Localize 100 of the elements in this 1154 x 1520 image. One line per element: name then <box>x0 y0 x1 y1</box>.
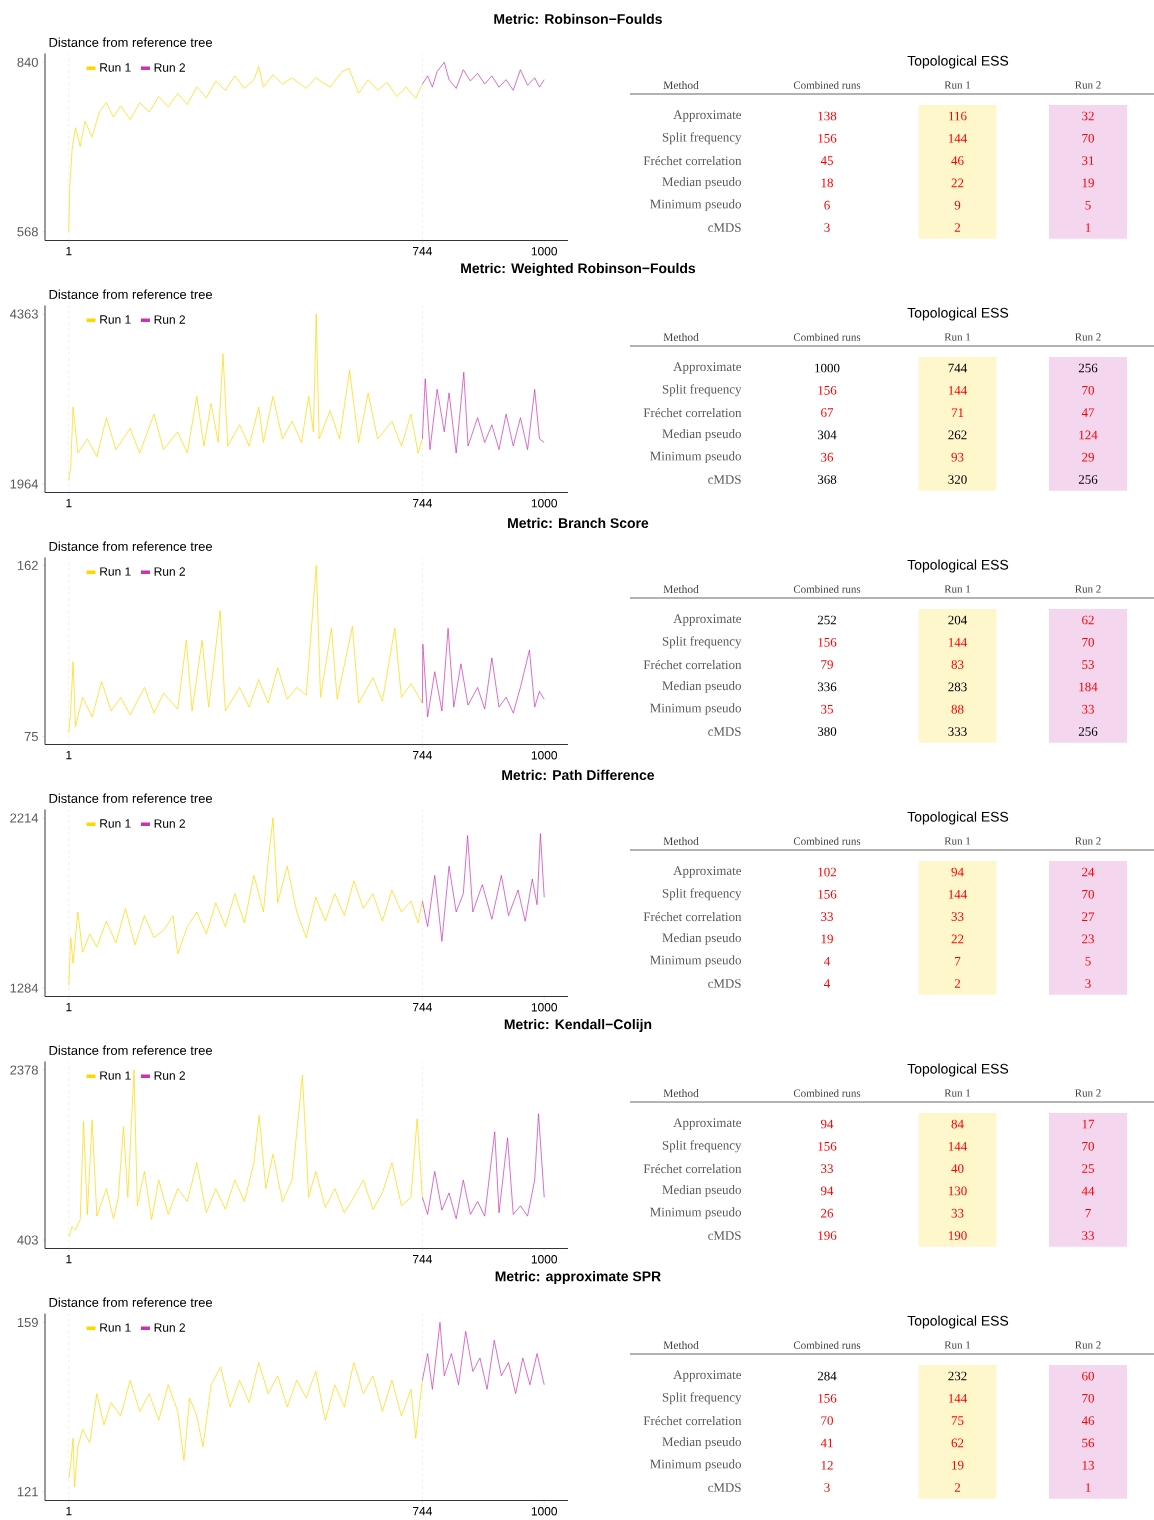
data-label: 29 <box>1082 452 1094 462</box>
data-label: 138 <box>818 111 837 121</box>
y-axis-title: Distance from reference tree <box>49 1297 213 1307</box>
category-label: Fréchet correlation <box>643 1416 742 1426</box>
data-label: 31 <box>1082 156 1094 165</box>
category-label: Minimum pseudo <box>650 451 741 464</box>
x-tick-label: 744 <box>413 1507 432 1516</box>
legend-label: Run 2 <box>154 1323 185 1332</box>
data-label: 5 <box>1085 956 1091 966</box>
data-label: 83 <box>951 660 964 669</box>
x-tick-label: 1 <box>66 247 72 256</box>
legend-label: Run 1 <box>100 819 131 828</box>
data-label: 70 <box>1082 1393 1094 1403</box>
text: Run 2 <box>1075 585 1101 593</box>
y-tick-label: 840 <box>17 57 38 67</box>
data-label: 252 <box>817 615 837 625</box>
data-label: 1000 <box>815 363 840 373</box>
data-label: 262 <box>948 430 967 440</box>
category-label: Minimum pseudo <box>650 1459 741 1472</box>
category-label: Median pseudo <box>662 1185 741 1197</box>
x-tick-label: 1 <box>66 751 72 760</box>
chart-title: Metric: Weighted Robinson−Foulds <box>461 262 696 276</box>
line-series <box>422 628 545 718</box>
y-tick-label: 4363 <box>9 309 38 319</box>
data-label: 156 <box>818 133 837 143</box>
data-label: 9 <box>954 200 961 210</box>
category-label: Split frequency <box>662 132 742 145</box>
category-label: Median pseudo <box>662 681 741 693</box>
data-label: 320 <box>948 475 967 484</box>
data-label: 333 <box>948 727 967 736</box>
y-axis-title: Distance from reference tree <box>49 37 213 47</box>
data-label: 196 <box>818 1231 837 1240</box>
data-label: 744 <box>948 363 968 373</box>
data-label: 284 <box>817 1371 837 1381</box>
x-tick-label: 1000 <box>531 1255 558 1264</box>
text: Method <box>663 1340 699 1350</box>
text: Topological ESS <box>907 559 1009 573</box>
category-label: cMDS <box>708 1231 741 1240</box>
x-tick-label: 1000 <box>531 751 558 760</box>
data-label: 36 <box>821 452 834 462</box>
data-label: 368 <box>817 475 837 484</box>
category-label: Fréchet correlation <box>643 156 742 166</box>
category-label: Fréchet correlation <box>643 1164 742 1174</box>
legend-label: Run 2 <box>154 819 185 828</box>
category-label: Median pseudo <box>662 429 741 441</box>
data-label: 19 <box>952 1460 964 1470</box>
category-label: cMDS <box>708 727 741 736</box>
category-label: Median pseudo <box>662 177 741 189</box>
data-label: 190 <box>948 1231 967 1240</box>
y-tick-label: 75 <box>24 732 38 742</box>
y-axis-title: Distance from reference tree <box>49 541 213 551</box>
data-label: 124 <box>1079 430 1098 440</box>
y-axis-title: Distance from reference tree <box>49 289 213 299</box>
text: Run 1 <box>944 1089 971 1097</box>
x-tick-label: 744 <box>413 499 432 508</box>
line-series <box>68 817 423 986</box>
text: Combined runs <box>793 1089 861 1097</box>
data-label: 304 <box>817 430 837 440</box>
category-label: Fréchet correlation <box>643 408 742 418</box>
data-label: 3 <box>824 1483 830 1492</box>
data-label: 45 <box>820 156 833 165</box>
data-label: 25 <box>1082 1164 1094 1173</box>
data-label: 33 <box>821 1164 833 1173</box>
data-label: 24 <box>1082 867 1095 877</box>
data-label: 184 <box>1079 682 1098 692</box>
data-label: 1 <box>1085 223 1091 232</box>
legend-label: Run 2 <box>154 63 185 72</box>
data-label: 53 <box>1082 660 1094 669</box>
data-label: 144 <box>948 1394 968 1403</box>
text: Run 2 <box>1075 1341 1101 1349</box>
x-tick-label: 744 <box>413 751 432 760</box>
x-tick-label: 1000 <box>531 499 558 508</box>
line-series <box>422 371 545 454</box>
text: Combined runs <box>793 837 861 845</box>
data-label: 19 <box>1082 178 1094 188</box>
text: Topological ESS <box>907 1063 1009 1077</box>
data-label: 3 <box>824 223 830 232</box>
category-label: Minimum pseudo <box>650 1207 741 1220</box>
text: Method <box>663 80 699 90</box>
data-label: 46 <box>951 156 964 165</box>
text: Topological ESS <box>907 811 1009 825</box>
category-label: Minimum pseudo <box>650 199 741 212</box>
data-label: 70 <box>1082 1141 1094 1151</box>
data-label: 27 <box>1082 912 1095 921</box>
data-label: 144 <box>948 134 968 143</box>
data-label: 22 <box>951 934 964 944</box>
data-label: 156 <box>818 385 837 395</box>
data-label: 93 <box>951 452 964 462</box>
category-label: Approximate <box>673 1370 742 1382</box>
category-label: cMDS <box>708 1483 741 1492</box>
data-label: 46 <box>1081 1416 1095 1425</box>
data-label: 94 <box>820 1119 834 1129</box>
data-label: 156 <box>818 637 837 647</box>
text: Method <box>663 1088 699 1098</box>
category-label: Split frequency <box>662 384 742 397</box>
text: Run 2 <box>1075 837 1101 845</box>
text: Run 2 <box>1075 1089 1101 1097</box>
line-series <box>68 1362 423 1488</box>
category-label: Fréchet correlation <box>643 912 742 922</box>
data-label: 62 <box>1082 615 1094 625</box>
